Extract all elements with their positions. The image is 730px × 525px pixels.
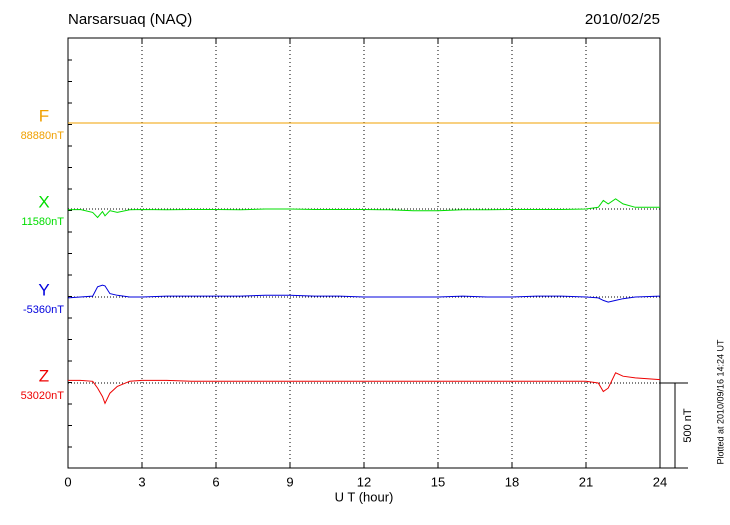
x-tick-label: 9 xyxy=(286,474,293,489)
series-name: X xyxy=(38,192,49,211)
trace xyxy=(68,372,661,405)
x-tick-label: 24 xyxy=(653,474,667,489)
series-name: F xyxy=(39,106,49,125)
x-axis-label: U T (hour) xyxy=(335,489,394,504)
footer: Plotted at 2010/09/16 14:24 UT xyxy=(715,339,725,465)
series-name: Y xyxy=(38,280,49,299)
x-tick-label: 6 xyxy=(212,474,219,489)
chart-title: Narsarsuaq (NAQ) xyxy=(68,11,192,28)
trace xyxy=(67,198,660,219)
baseline-label: 88880nT xyxy=(21,130,65,142)
baseline-label: -5360nT xyxy=(23,304,64,316)
x-tick-label: 12 xyxy=(357,474,371,489)
x-tick-label: 21 xyxy=(579,474,593,489)
x-tick-label: 3 xyxy=(138,474,145,489)
chart-date: 2010/02/25 xyxy=(585,11,660,28)
series-name: Z xyxy=(39,366,49,385)
x-tick-label: 15 xyxy=(431,474,445,489)
baseline-label: 11580nT xyxy=(21,216,64,228)
trace xyxy=(67,284,661,303)
baseline-label: 53020nT xyxy=(21,390,65,402)
scale-bar-label: 500 nT xyxy=(682,408,694,443)
x-tick-label: 0 xyxy=(64,474,71,489)
x-tick-label: 18 xyxy=(505,474,519,489)
